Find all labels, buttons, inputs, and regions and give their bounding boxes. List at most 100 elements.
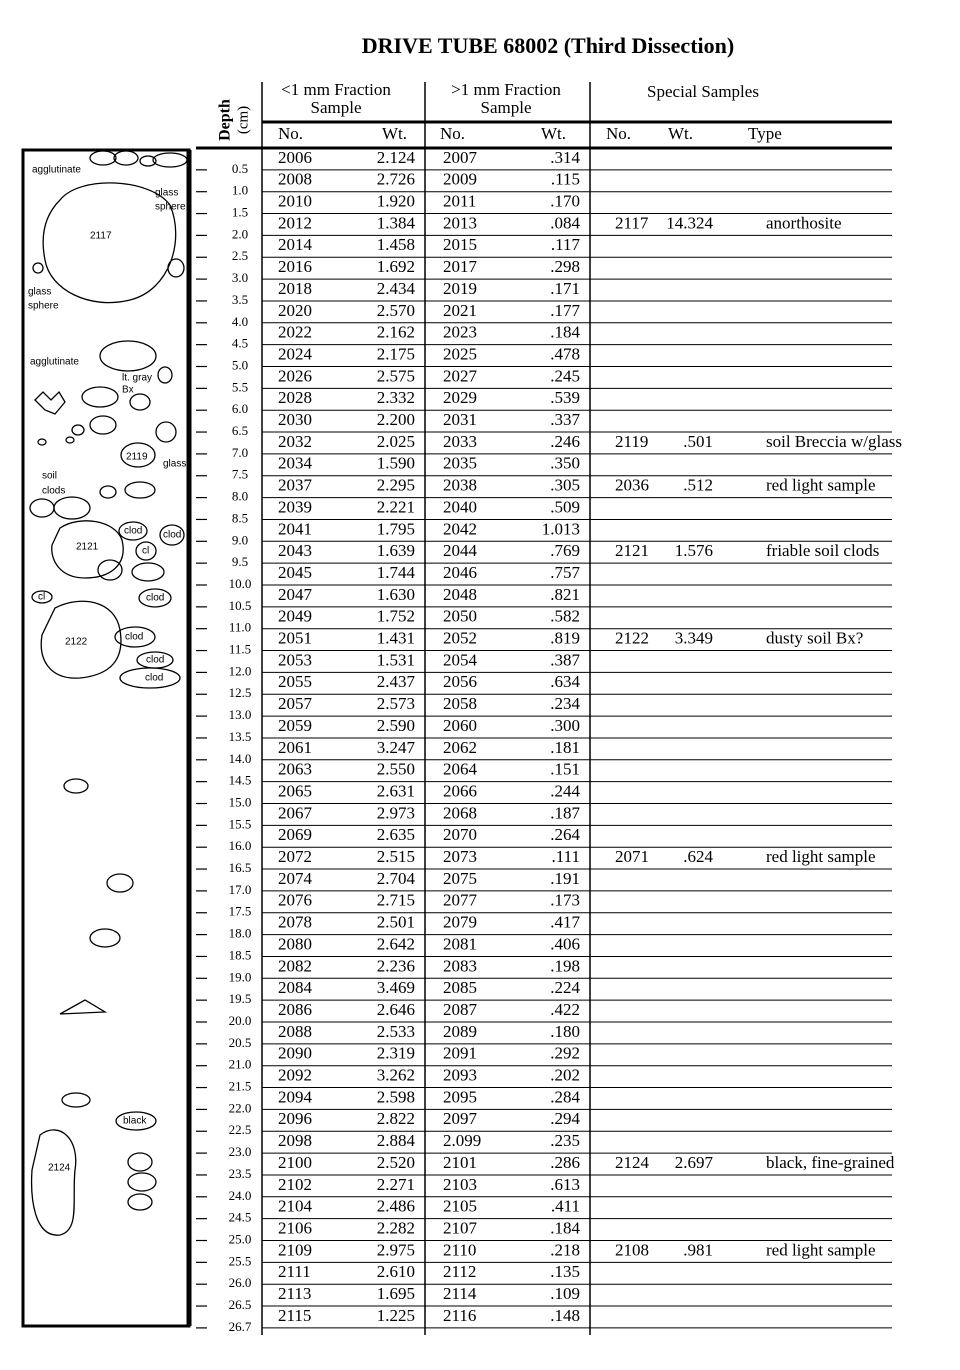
fine-no: 2055 (278, 672, 312, 691)
fine-no: 2006 (278, 148, 312, 167)
fine-wt: 2.598 (377, 1087, 415, 1106)
fine-no: 2037 (278, 476, 313, 495)
coarse-no: 2110 (443, 1240, 476, 1259)
fine-no: 2034 (278, 454, 313, 473)
coarse-no: 2087 (443, 1000, 478, 1019)
fine-wt: 3.262 (377, 1066, 415, 1085)
fine-no: 2090 (278, 1044, 312, 1063)
special-type: black, fine-grained (766, 1153, 895, 1172)
fine-no: 2032 (278, 432, 312, 451)
coarse-no: 2035 (443, 454, 477, 473)
fine-wt: 1.225 (377, 1306, 415, 1325)
depth-label: 18.5 (229, 947, 252, 962)
depth-label: 1.0 (232, 183, 248, 198)
fine-no: 2096 (278, 1109, 312, 1128)
depth-label: 17.5 (229, 904, 252, 919)
coarse-no: 2075 (443, 869, 477, 888)
fine-wt: 1.431 (377, 629, 415, 648)
coarse-no: 2054 (443, 650, 478, 669)
coarse-wt: .478 (550, 344, 580, 363)
coarse-no: 2029 (443, 388, 477, 407)
fine-no: 2084 (278, 978, 313, 997)
depth-label: 6.5 (232, 423, 248, 438)
coarse-no: 2066 (443, 781, 477, 800)
coarse-no: 2040 (443, 497, 477, 516)
fine-no: 2092 (278, 1066, 312, 1085)
core-label: clod (124, 526, 142, 537)
fine-wt: 2.550 (377, 760, 415, 779)
fine-no: 2024 (278, 344, 313, 363)
coarse-wt: .171 (550, 279, 580, 298)
coarse-wt: .109 (550, 1284, 580, 1303)
coarse-no: 2079 (443, 913, 477, 932)
core-label: lt. gray (122, 373, 152, 384)
col-no: No. (278, 124, 303, 143)
coarse-no: 2112 (443, 1262, 476, 1281)
fine-no: 2012 (278, 213, 312, 232)
core-label: clods (42, 486, 65, 497)
coarse-wt: .300 (550, 716, 580, 735)
coarse-no: 2081 (443, 934, 477, 953)
depth-label: 11.0 (229, 620, 251, 635)
fine-no: 2102 (278, 1175, 312, 1194)
coarse-wt: .084 (550, 213, 580, 232)
coarse-no: 2093 (443, 1066, 477, 1085)
coarse-sub: Sample (481, 98, 532, 117)
fine-no: 2016 (278, 257, 312, 276)
depth-unit: (cm) (235, 106, 251, 134)
coarse-wt: .198 (550, 956, 580, 975)
fine-no: 2010 (278, 192, 312, 211)
coarse-wt: .135 (550, 1262, 580, 1281)
core-label: agglutinate (32, 165, 81, 176)
depth-label: 20.0 (229, 1013, 252, 1028)
fine-header: <1 mm Fraction (281, 80, 391, 99)
fine-no: 2109 (278, 1240, 312, 1259)
fine-wt: 2.200 (377, 410, 415, 429)
special-wt: 1.576 (675, 541, 713, 560)
special-no: 2108 (615, 1240, 649, 1259)
fine-wt: 2.319 (377, 1044, 415, 1063)
fine-wt: 2.570 (377, 301, 415, 320)
coarse-no: 2009 (443, 170, 477, 189)
coarse-wt: .218 (550, 1240, 580, 1259)
fine-no: 2072 (278, 847, 312, 866)
fine-wt: 2.434 (377, 279, 416, 298)
depth-label: 8.5 (232, 510, 248, 525)
fine-wt: 1.458 (377, 235, 415, 254)
depth-label: 8.0 (232, 489, 248, 504)
fine-wt: 2.533 (377, 1022, 415, 1041)
coarse-no: 2103 (443, 1175, 477, 1194)
depth-label: 0.5 (232, 161, 248, 176)
coarse-wt: .180 (550, 1022, 580, 1041)
depth-label: 7.0 (232, 445, 248, 460)
fine-sub: Sample (311, 98, 362, 117)
coarse-wt: .634 (550, 672, 580, 691)
fine-wt: 2.973 (377, 803, 415, 822)
core-label: 2121 (76, 542, 99, 553)
core-label: glass (28, 287, 51, 298)
coarse-no: 2.099 (443, 1131, 481, 1150)
fine-wt: 2.162 (377, 323, 415, 342)
coarse-no: 2052 (443, 629, 477, 648)
coarse-no: 2056 (443, 672, 477, 691)
core-label: glass (155, 188, 178, 199)
depth-label: 22.5 (229, 1122, 252, 1137)
special-wt: .624 (683, 847, 713, 866)
fine-wt: 2.884 (377, 1131, 416, 1150)
core-label: 2119 (126, 452, 148, 463)
fine-wt: 2.715 (377, 891, 415, 910)
depth-label: 24.0 (229, 1188, 252, 1203)
fine-no: 2113 (278, 1284, 311, 1303)
coarse-no: 2091 (443, 1044, 477, 1063)
fine-wt: 1.795 (377, 519, 415, 538)
coarse-no: 2101 (443, 1153, 477, 1172)
coarse-wt: .245 (550, 366, 580, 385)
fine-no: 2078 (278, 913, 312, 932)
special-wt: 3.349 (675, 629, 713, 648)
special-no: 2122 (615, 629, 649, 648)
coarse-wt: .117 (551, 235, 581, 254)
coarse-wt: .181 (550, 738, 580, 757)
depth-label: 14.0 (229, 751, 252, 766)
fine-no: 2028 (278, 388, 312, 407)
